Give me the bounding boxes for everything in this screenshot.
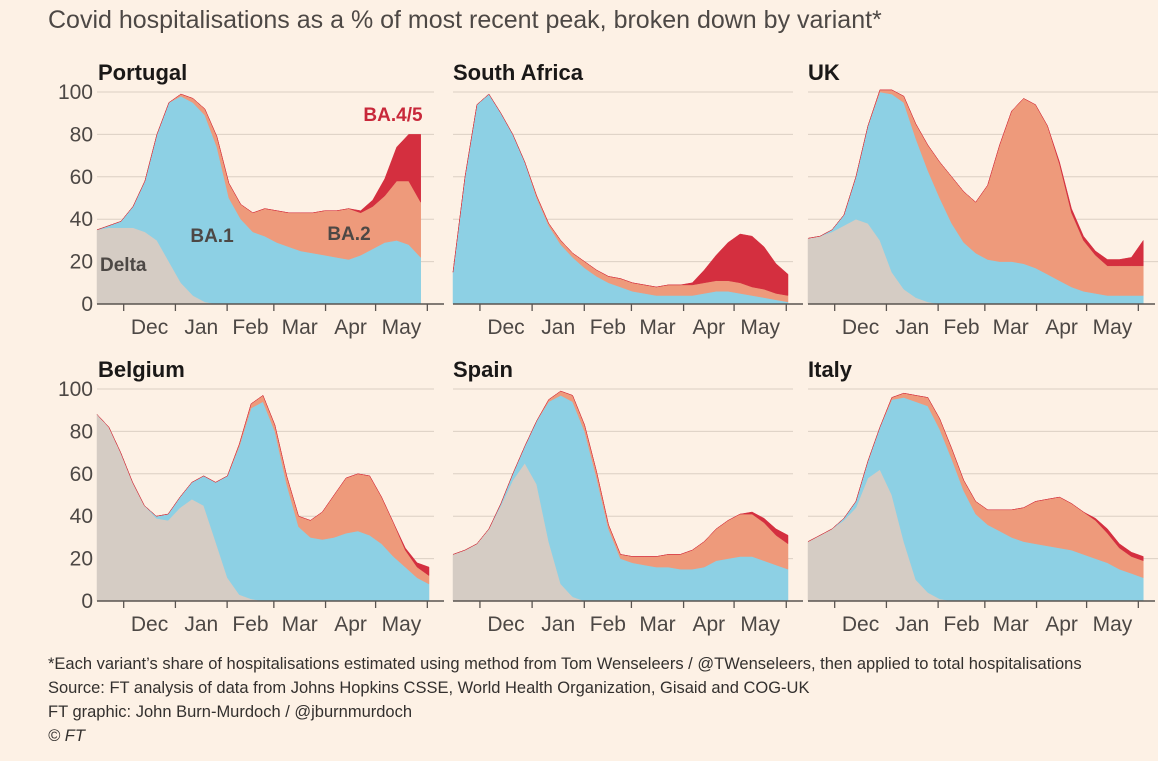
series-label-ba2: BA.2 — [327, 224, 370, 245]
copyright: © FT — [48, 727, 85, 745]
y-tick-label: 0 — [81, 590, 93, 613]
series-label-ba1: BA.1 — [190, 226, 234, 247]
x-tick-label: Jan — [184, 316, 218, 339]
x-tick-label: Mar — [639, 316, 675, 339]
area-ba45 — [807, 89, 1144, 267]
panel-title: South Africa — [453, 60, 584, 85]
series-label-ba45: BA.4/5 — [363, 105, 423, 126]
x-tick-label: Dec — [131, 316, 168, 339]
x-tick-label: Jan — [895, 316, 929, 339]
area-ba45 — [96, 93, 421, 231]
area-ba45 — [807, 392, 1144, 561]
x-tick-label: Feb — [590, 316, 626, 339]
x-tick-label: Feb — [943, 613, 979, 636]
panel-title: Spain — [453, 357, 513, 382]
panel-title: Portugal — [98, 60, 187, 85]
y-tick-label: 40 — [70, 208, 93, 231]
x-tick-label: Mar — [282, 316, 318, 339]
y-tick-label: 40 — [70, 505, 93, 528]
panel-south-africa: Dec Jan Feb Mar Apr May South Africa — [452, 60, 803, 339]
x-tick-label: Dec — [487, 316, 524, 339]
x-tick-label: May — [1093, 613, 1133, 636]
x-tick-label: Apr — [334, 613, 367, 636]
y-tick-label: 80 — [70, 123, 93, 146]
x-tick-label: Apr — [1045, 316, 1078, 339]
x-tick-label: Jan — [184, 613, 218, 636]
x-tick-label: Apr — [334, 316, 367, 339]
x-tick-label: May — [382, 613, 422, 636]
x-tick-label: Dec — [842, 316, 879, 339]
x-tick-label: Feb — [590, 613, 626, 636]
x-tick-label: Mar — [993, 316, 1029, 339]
x-tick-label: Mar — [993, 613, 1029, 636]
x-tick-label: Feb — [232, 316, 268, 339]
y-tick-label: 100 — [58, 81, 93, 104]
x-tick-label: Mar — [639, 613, 675, 636]
x-tick-label: Feb — [232, 613, 268, 636]
footnote: *Each variant’s share of hospitalisation… — [48, 655, 1082, 673]
panel-spain: Dec Jan Feb Mar Apr May Spain — [452, 357, 803, 636]
series-label-delta: Delta — [100, 255, 147, 276]
y-tick-label: 0 — [81, 293, 93, 316]
y-tick-label: 20 — [70, 548, 93, 571]
panel-title: UK — [808, 60, 840, 85]
area-ba45 — [452, 93, 789, 296]
x-tick-label: May — [740, 613, 780, 636]
panel-uk: Dec Jan Feb Mar Apr May UK — [807, 60, 1158, 339]
x-tick-label: Dec — [842, 613, 879, 636]
graphic-credit: FT graphic: John Burn-Murdoch / @jburnmu… — [48, 703, 413, 721]
area-ba45 — [96, 395, 430, 576]
x-tick-label: Dec — [487, 613, 524, 636]
chart-footer: *Each variant’s share of hospitalisation… — [48, 652, 1158, 748]
x-tick-label: Jan — [895, 613, 929, 636]
x-tick-label: Jan — [541, 316, 575, 339]
x-tick-label: Apr — [1045, 613, 1078, 636]
x-tick-label: May — [1093, 316, 1133, 339]
small-multiples-chart: Dec Jan Feb Mar Apr May020406080100PortugalDe… — [58, 60, 1158, 636]
y-tick-label: 20 — [70, 251, 93, 274]
panel-title: Italy — [808, 357, 853, 382]
x-tick-label: Feb — [943, 316, 979, 339]
panel-italy: Dec Jan Feb Mar Apr May Italy — [807, 357, 1158, 636]
x-tick-label: Dec — [131, 613, 168, 636]
x-tick-label: Jan — [541, 613, 575, 636]
x-tick-label: May — [740, 316, 780, 339]
area-ba45 — [452, 390, 789, 557]
y-tick-label: 60 — [70, 463, 93, 486]
chart-title: Covid hospitalisations as a % of most re… — [48, 6, 882, 34]
panel-title: Belgium — [98, 357, 185, 382]
x-tick-label: May — [382, 316, 422, 339]
y-tick-label: 80 — [70, 420, 93, 443]
x-tick-label: Apr — [692, 316, 725, 339]
x-tick-label: Apr — [692, 613, 725, 636]
x-tick-label: Mar — [282, 613, 318, 636]
y-tick-label: 100 — [58, 378, 93, 401]
y-tick-label: 60 — [70, 166, 93, 189]
source-note: Source: FT analysis of data from Johns H… — [48, 679, 810, 697]
